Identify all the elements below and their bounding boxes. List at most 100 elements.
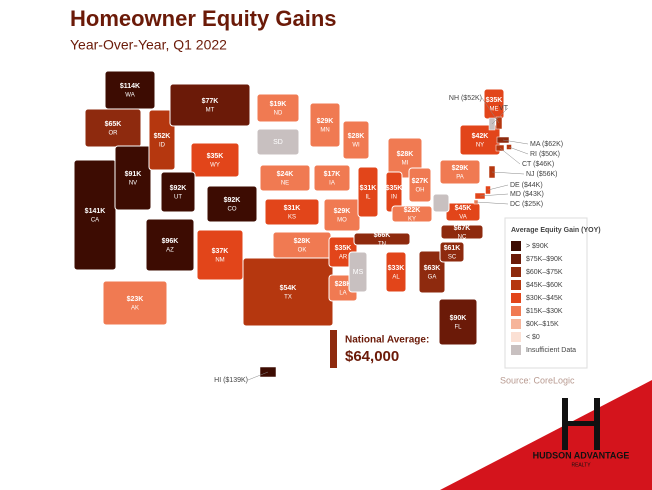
- state-name: TX: [284, 295, 292, 301]
- callout-label: MA ($62K): [530, 141, 563, 148]
- state: [272, 231, 332, 259]
- legend-swatch: [511, 241, 521, 251]
- legend-swatch: [511, 254, 521, 264]
- state-value: $35K: [486, 97, 503, 104]
- state-value: $35K: [207, 153, 224, 160]
- state-value: $141K: [85, 208, 106, 215]
- state-name: MO: [337, 218, 347, 224]
- callout-label: VT: [499, 105, 509, 112]
- state-name: OR: [109, 131, 119, 137]
- state-value: $31K: [360, 185, 377, 192]
- state-name: OK: [298, 248, 307, 254]
- state-value: $92K: [170, 185, 187, 192]
- state: [190, 142, 240, 178]
- state-value: $63K: [424, 265, 441, 272]
- state-name: WY: [210, 163, 220, 169]
- state-name: OH: [416, 188, 425, 194]
- callout-label: RI ($50K): [530, 151, 560, 158]
- state-value: $42K: [472, 133, 489, 140]
- state-name: KS: [288, 215, 296, 221]
- state-name: AK: [131, 306, 139, 312]
- state: [259, 164, 311, 192]
- state-value: $61K: [444, 245, 461, 252]
- state-value: $23K: [127, 296, 144, 303]
- state: [391, 205, 433, 223]
- state-name: AL: [392, 275, 400, 281]
- legend-label: Insufficient Data: [526, 347, 576, 354]
- national-label: National Average:: [345, 335, 429, 346]
- state-value: $96K: [162, 238, 179, 245]
- state: [342, 120, 370, 160]
- state-name: NE: [281, 181, 289, 187]
- state-name: CA: [91, 218, 99, 224]
- leader-line: [481, 97, 500, 124]
- legend-label: $0K–$15K: [526, 321, 559, 328]
- state-value: $35K: [386, 185, 403, 192]
- state-name: LA: [339, 291, 346, 297]
- legend-swatch: [511, 267, 521, 277]
- callout-label: MD ($43K): [510, 191, 544, 198]
- state-name: NM: [215, 258, 224, 264]
- state-name: ND: [274, 111, 283, 117]
- state: [309, 102, 341, 148]
- logo-bar: [562, 398, 568, 450]
- state: [438, 298, 478, 346]
- state-name: CO: [228, 207, 237, 213]
- legend-label: > $90K: [526, 243, 549, 250]
- state-value: $90K: [450, 315, 467, 322]
- state-name: IN: [391, 195, 397, 201]
- state-value: $114K: [120, 83, 140, 90]
- state: [73, 159, 117, 271]
- state-value: $65K: [105, 121, 122, 128]
- corner-triangle: [440, 380, 652, 490]
- state: [408, 167, 432, 203]
- state: [418, 250, 446, 294]
- state-name: MS: [353, 269, 364, 276]
- state-value: $35K: [335, 245, 352, 252]
- state-name: KY: [408, 217, 416, 223]
- state-name: WI: [352, 143, 360, 149]
- source: Source: CoreLogic: [500, 375, 575, 385]
- leader-line: [508, 146, 529, 155]
- state: [256, 128, 300, 156]
- legend-swatch: [511, 293, 521, 303]
- callout-label: HI ($139K): [214, 377, 248, 384]
- state-value: $28K: [397, 151, 414, 158]
- logo-bar: [566, 421, 596, 426]
- state-value: $52K: [154, 133, 171, 140]
- state-value: $45K: [455, 205, 472, 212]
- callout-label: DC ($25K): [510, 201, 543, 208]
- logo: HUDSON ADVANTAGE REALTY: [533, 398, 629, 468]
- state: [385, 251, 407, 293]
- state: [357, 166, 379, 218]
- state-name: ME: [490, 107, 499, 113]
- state-value: $92K: [224, 197, 241, 204]
- legend-label: $45K–$60K: [526, 282, 563, 289]
- state: [348, 251, 368, 293]
- state-name: WA: [125, 93, 134, 99]
- state-value: $66K: [374, 232, 391, 239]
- state: [196, 229, 244, 281]
- callout-label: NH ($52K): [449, 95, 482, 102]
- national-bar: [330, 330, 337, 368]
- state-value: $22K: [404, 207, 421, 214]
- state-value: $67K: [454, 225, 471, 232]
- state: [114, 145, 152, 211]
- callout-label: DE ($44K): [510, 182, 543, 189]
- state-name: VA: [459, 215, 467, 221]
- legend-swatch: [511, 280, 521, 290]
- state-name: NY: [476, 143, 484, 149]
- legend-swatch: [511, 345, 521, 355]
- state-value: $17K: [324, 171, 341, 178]
- state-value: $33K: [388, 265, 405, 272]
- legend-label: $60K–$75K: [526, 269, 563, 276]
- leader-line: [491, 171, 525, 175]
- state: [242, 257, 334, 327]
- state-name: GA: [428, 275, 437, 281]
- state: [102, 280, 168, 326]
- state-value: $28K: [294, 238, 311, 245]
- state: [206, 185, 258, 223]
- state: [160, 171, 196, 213]
